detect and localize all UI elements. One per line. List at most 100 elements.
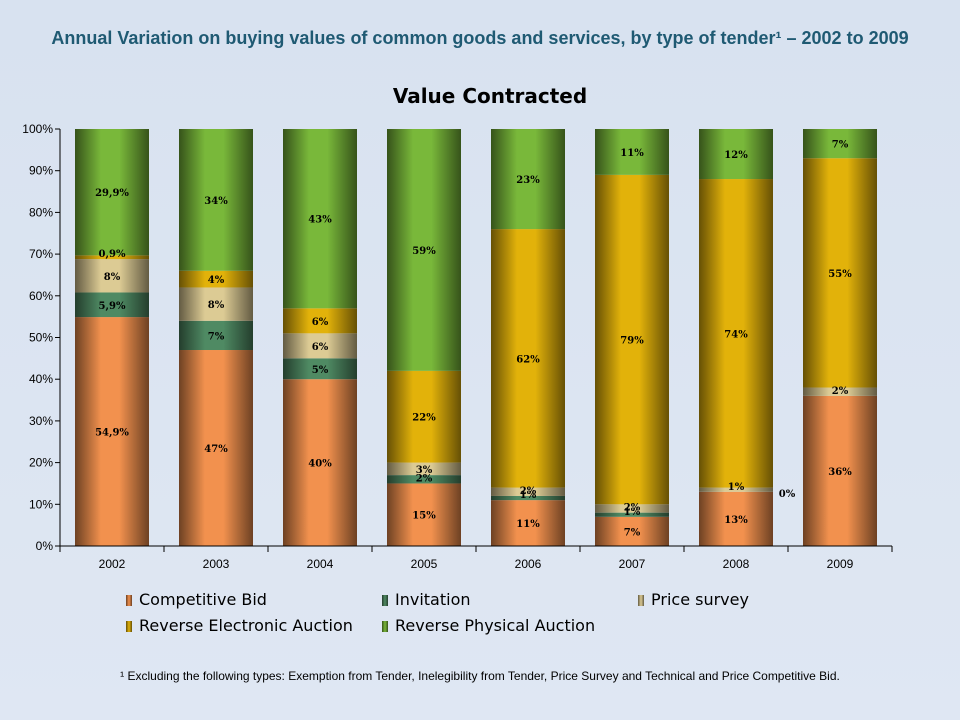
y-tick-label: 30% — [29, 414, 53, 428]
data-label-2008-2: 1% — [728, 482, 745, 493]
legend-item-0: Competitive Bid — [126, 590, 267, 610]
bar-segment-2006-0 — [491, 500, 565, 546]
x-tick-label-2006: 2006 — [515, 557, 542, 571]
bar-segment-2005-0 — [387, 483, 461, 546]
data-label-2005-3: 22% — [412, 413, 436, 424]
bar-segment-2008-4 — [699, 129, 773, 180]
data-label-2004-2: 6% — [312, 342, 329, 353]
chart-title: Value Contracted — [392, 84, 588, 108]
y-tick-label: 40% — [29, 372, 53, 386]
data-labels-layer: 54,9% 5,9% 8% 0,9% 29,9% 47% 7% 8% 4% 34% 40% 5% 6% 6… — [95, 140, 852, 539]
data-label-2003-1: 7% — [208, 331, 225, 342]
legend-swatch — [382, 621, 388, 632]
bar-segment-2004-1 — [283, 358, 357, 380]
bar-segment-2002-2 — [75, 259, 149, 293]
bar-segment-2005-4 — [387, 129, 461, 371]
bar-segment-2003-2 — [179, 287, 253, 321]
data-label-2005-2: 3% — [416, 465, 433, 476]
y-tick-label: 80% — [29, 205, 53, 219]
data-label-2008-3: 74% — [724, 329, 748, 340]
axes-layer: 0% 10% 20% 30% 40% 50% 60% 70% 80% 90% 100% 2002 200… — [22, 122, 893, 571]
data-label-2009-3: 55% — [828, 269, 852, 280]
data-label-2009-2: 2% — [832, 386, 849, 397]
data-label-2007-0: 7% — [624, 527, 641, 538]
data-label-2008-1: 0% — [779, 489, 796, 500]
bar-segment-2003-1 — [179, 320, 253, 351]
bar-segment-2007-3 — [595, 174, 669, 505]
data-label-2008-4: 12% — [724, 150, 748, 161]
y-tick-label: 20% — [29, 456, 53, 470]
bar-segment-2004-4 — [283, 129, 357, 309]
chart-legend: Competitive Bid Invitation Price survey Rev… — [126, 590, 826, 638]
legend-item-2: Price survey — [638, 590, 749, 610]
x-tick-label-2002: 2002 — [99, 557, 126, 571]
data-label-2006-3: 62% — [516, 354, 540, 365]
data-label-2007-2: 2% — [624, 503, 641, 514]
bar-segment-2008-0 — [699, 491, 773, 546]
bar-segment-2002-1 — [75, 292, 149, 318]
x-tick-label-2004: 2004 — [307, 557, 334, 571]
x-tick-label-2005: 2005 — [411, 557, 438, 571]
y-tick-label: 10% — [29, 497, 53, 511]
bar-segment-2007-1 — [595, 512, 669, 517]
bar-segment-2006-1 — [491, 495, 565, 501]
bar-segment-2006-4 — [491, 129, 565, 230]
legend-item-1: Invitation — [382, 590, 471, 610]
bar-segment-2008-2 — [699, 487, 773, 492]
x-tick-label-2003: 2003 — [203, 557, 230, 571]
bar-segment-2009-2 — [803, 387, 877, 396]
legend-label: Competitive Bid — [139, 590, 267, 609]
legend-item-3: Reverse Electronic Auction — [126, 616, 353, 636]
y-tick-label: 60% — [29, 289, 53, 303]
bar-segment-2004-0 — [283, 379, 357, 546]
data-label-2004-0: 40% — [308, 459, 332, 470]
data-label-2003-3: 4% — [208, 275, 225, 286]
bar-segment-2003-3 — [179, 270, 253, 288]
legend-label: Reverse Physical Auction — [395, 616, 596, 635]
bar-segment-2004-3 — [283, 308, 357, 334]
data-label-2006-0: 11% — [516, 519, 540, 530]
bar-segment-2004-2 — [283, 333, 357, 359]
legend-label: Reverse Electronic Auction — [139, 616, 353, 635]
bar-segment-2002-0 — [75, 317, 149, 546]
legend-swatch — [126, 621, 132, 632]
legend-swatch — [382, 595, 388, 606]
bar-segment-2003-4 — [179, 129, 253, 271]
data-label-2005-0: 15% — [412, 511, 436, 522]
y-tick-label: 0% — [36, 539, 54, 553]
legend-swatch — [638, 595, 644, 606]
bar-segment-2007-2 — [595, 504, 669, 513]
legend-label: Invitation — [395, 590, 471, 609]
bar-segment-2006-2 — [491, 487, 565, 496]
bar-segment-2003-0 — [179, 350, 253, 546]
data-label-2003-0: 47% — [204, 444, 228, 455]
data-label-2005-1: 2% — [416, 473, 433, 484]
bar-segment-2007-0 — [595, 516, 669, 546]
y-tick-label: 50% — [29, 331, 53, 345]
bar-segment-2002-4 — [75, 129, 149, 256]
bar-segment-2007-4 — [595, 129, 669, 175]
x-tick-label-2009: 2009 — [827, 557, 854, 571]
data-label-2004-1: 5% — [312, 365, 329, 376]
legend-item-4: Reverse Physical Auction — [382, 616, 595, 636]
data-label-2002-3: 0,9% — [99, 249, 126, 260]
data-label-2007-1: 1% — [624, 507, 641, 518]
bar-segment-2005-3 — [387, 370, 461, 463]
bar-segment-2009-0 — [803, 395, 877, 546]
data-label-2002-1: 5,9% — [99, 301, 126, 312]
footnote: ¹ Excluding the following types: Exempti… — [120, 669, 840, 683]
data-label-2004-3: 6% — [312, 317, 329, 328]
y-tick-label: 90% — [29, 164, 53, 178]
data-label-2002-2: 8% — [104, 272, 121, 283]
data-label-2002-4: 29,9% — [95, 188, 129, 199]
bar-segment-2002-3 — [75, 255, 149, 260]
legend-swatch — [126, 595, 132, 606]
bar-segment-2009-3 — [803, 158, 877, 388]
bar-segment-2009-4 — [803, 129, 877, 159]
data-label-2006-2: 2% — [520, 486, 537, 497]
bar-segment-2008-3 — [699, 179, 773, 488]
y-tick-label: 70% — [29, 247, 53, 261]
data-label-2005-4: 59% — [412, 246, 436, 257]
data-label-2007-3: 79% — [620, 336, 644, 347]
